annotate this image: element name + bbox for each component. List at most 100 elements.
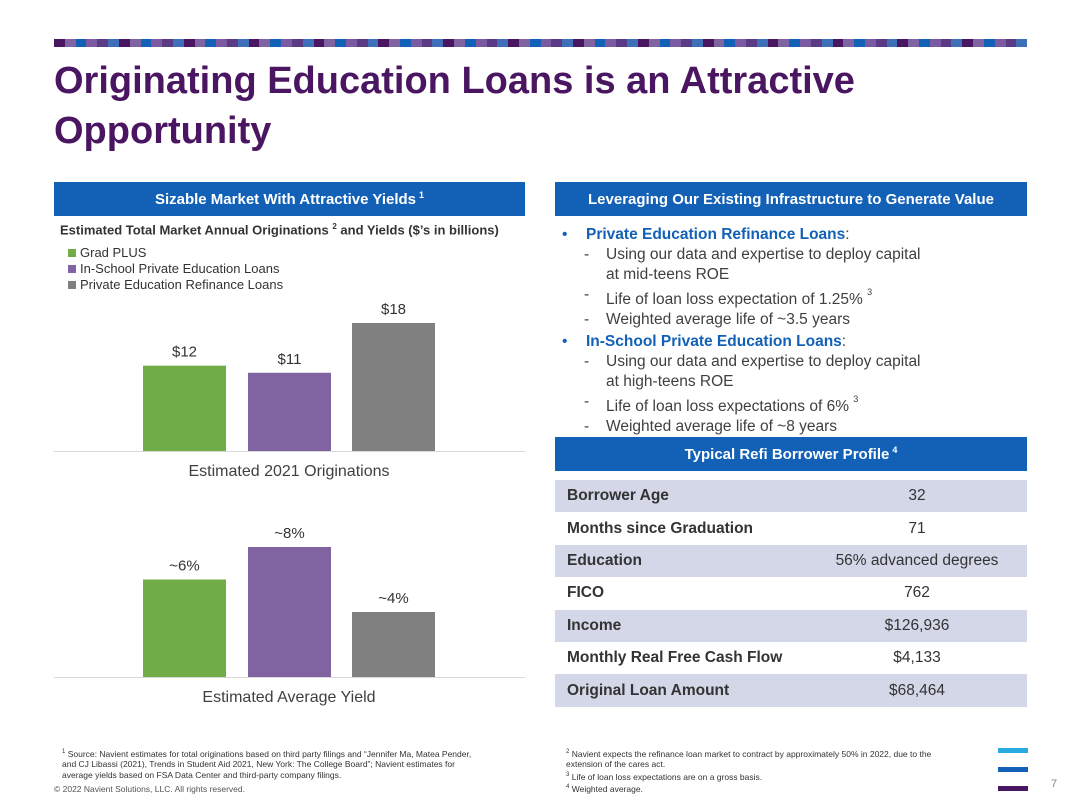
profile-key: Months since Graduation [567,519,754,537]
profile-row: FICO 762 [555,577,1027,609]
stripe-segment [821,39,833,47]
legend-swatch [68,265,76,273]
bar-grad-plus [143,579,226,677]
profile-key: Education [555,544,807,578]
stripe-segment [583,39,595,47]
legend-label: Grad PLUS [80,245,147,260]
stripe-segment [454,39,465,47]
footnote-marker: 1 [62,749,66,755]
stripe-segment [616,39,628,47]
legend-item-in-school: In-School Private Education Loans [68,261,283,277]
profile-row: Monthly Real Free Cash Flow $4,133 [555,642,1027,674]
chart-title-footnote: 2 [332,222,337,231]
bullet-text: In-School Private Education Loans: [586,333,847,351]
bar-in-school [248,372,331,451]
profile-value: $4,133 [893,649,941,667]
profile-value: 32 [807,480,1027,513]
stripe-segment [648,39,660,47]
stripe-segment [367,39,379,47]
stripe-segment [897,39,909,47]
profile-key: Monthly Real Free Cash Flow [567,649,783,667]
bar-refi [352,612,435,677]
stripe-segment [345,39,357,47]
sub-line: Weighted average life of ~8 years [606,418,838,436]
sub-line: Using our data and expertise to deploy c… [606,246,921,263]
profile-row: Original Loan Amount $68,464 [555,674,1027,707]
stripe-segment [713,39,725,47]
sub-line: at mid-teens ROE [606,266,730,283]
chart-legend: Grad PLUS In-School Private Education Lo… [68,245,283,293]
stripe-segment [324,39,336,47]
stripe-segment [281,39,292,47]
stripe-segment [410,39,422,47]
profile-row: Education 56% advanced degrees [555,544,1027,578]
stripe-segment [118,39,130,47]
bullet-label: In-School Private Education Loans [586,333,842,351]
stripe-segment [1005,39,1017,47]
footnote-marker: 3 [566,771,570,778]
bar-refi [352,323,435,451]
stripe-segment [529,39,541,47]
stripe-segment [540,39,552,47]
x-axis-label: Estimated Average Yield [202,689,375,706]
chart-title-part-2: and Yields ($’s in billions) [336,222,499,238]
profile-value: $126,936 [807,609,1027,642]
footnote-text: Navient expects the refinance loan marke… [566,748,932,770]
stripe-segment [800,39,811,47]
stripe-segment [97,39,109,47]
footnote-text: Source: Navient estimates for total orig… [62,748,472,780]
stripe-segment [702,39,714,47]
stripe-segment [129,39,141,47]
infrastructure-header-label: Leveraging Our Existing Infrastructure t… [588,190,994,208]
stripe-segment [508,39,519,47]
borrower-profile-table: Borrower Age 32 Months since Graduation 71 E… [555,480,1027,707]
stripe-segment [248,39,260,47]
chart-title: Estimated Total Market Annual Originatio… [60,222,499,237]
profile-row: Borrower Age 32 [555,480,1027,513]
stripe-segment [562,39,573,47]
legend-label: In-School Private Education Loans [80,261,280,276]
stripe-segment [183,39,195,47]
page-number: 7 [1051,778,1058,790]
stripe-segment [64,39,76,47]
stripe-segment [421,39,433,47]
sub-bullet: - Life of loan loss expectations of 6% 3 [562,392,1032,417]
stripe-segment [432,39,444,47]
bullet-item: • In-School Private Education Loans: [562,332,1032,352]
stripe-segment [54,39,65,47]
profile-value: 71 [908,519,926,537]
x-axis-label: Estimated 2021 Originations [189,463,390,480]
stripe-segment [886,39,898,47]
stripe-segment [497,39,509,47]
legend-swatch [68,249,76,257]
data-label: $18 [381,301,406,318]
legend-label: Private Education Refinance Loans [80,277,284,292]
footnote-item: 4 Weighted average. [566,782,966,794]
bullet-item: • Private Education Refinance Loans: [562,225,1032,245]
footnote-item: 2 Navient expects the refinance loan mar… [566,747,966,770]
stripe-segment [735,39,746,47]
stripe-segment [151,39,163,47]
bar-in-school [248,547,331,677]
profile-header-label: Typical Refi Borrower Profile [684,445,890,463]
market-header-label: Sizable Market With Attractive Yields [154,190,417,208]
dash: - [584,311,590,329]
stripe-segment [810,39,822,47]
stripe-segment [789,39,801,47]
sub-line: Weighted average life of ~3.5 years [606,311,850,329]
sub-bullet-text: Using our data and expertise to deploy c… [606,352,921,392]
stripe-segment [919,39,930,47]
sub-bullet-text: Life of loan loss expectations of 6% 3 [606,392,858,417]
profile-row: Months since Graduation 71 [555,512,1027,544]
stripe-segment [313,39,325,47]
footnote-left: 1 Source: Navient estimates for total or… [62,747,472,780]
stripe-segment [573,39,584,47]
bar-grad-plus [143,365,226,451]
stripe-segment [486,39,498,47]
footnote-marker: 4 [566,784,570,791]
profile-header: Typical Refi Borrower Profile 4 [555,437,1027,471]
stripe-segment [227,39,238,47]
stripe-segment [940,39,952,47]
data-label: ~8% [274,525,304,542]
stripe-segment [637,39,649,47]
